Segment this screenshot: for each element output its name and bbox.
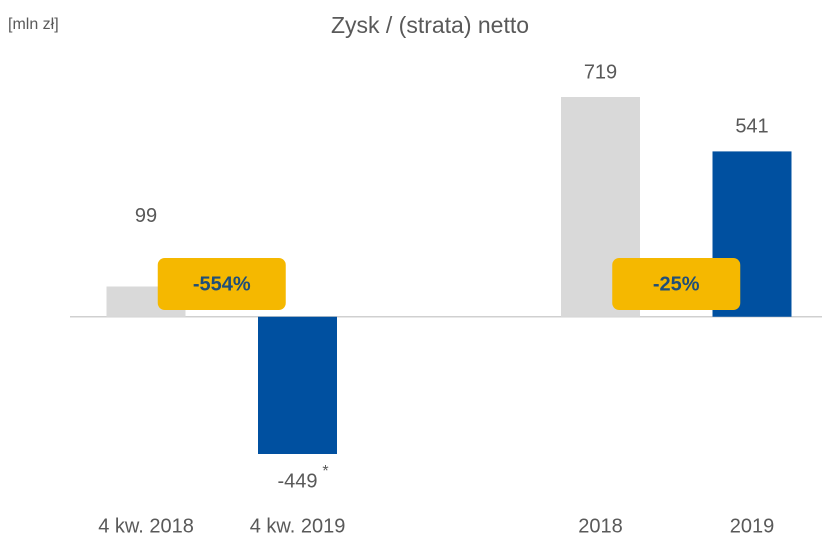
annotation-badge xyxy=(157,258,286,310)
annotation-text: -25% xyxy=(653,273,700,295)
value-label: 719 xyxy=(584,61,617,83)
value-note: * xyxy=(322,463,328,480)
x-tick-label: 2018 xyxy=(578,515,623,537)
value-label: -449 xyxy=(277,470,317,492)
chart-title: Zysk / (strata) netto xyxy=(331,12,529,38)
unit-label: [mln zł] xyxy=(8,16,59,33)
value-label: 541 xyxy=(735,116,768,138)
annotation-text: -554% xyxy=(193,273,251,295)
bar xyxy=(258,316,337,454)
x-tick-label: 4 kw. 2019 xyxy=(250,515,346,537)
value-label: 99 xyxy=(135,205,157,227)
annotation-badge xyxy=(612,258,741,310)
x-tick-label: 2019 xyxy=(730,515,775,537)
x-tick-label: 4 kw. 2018 xyxy=(98,515,194,537)
